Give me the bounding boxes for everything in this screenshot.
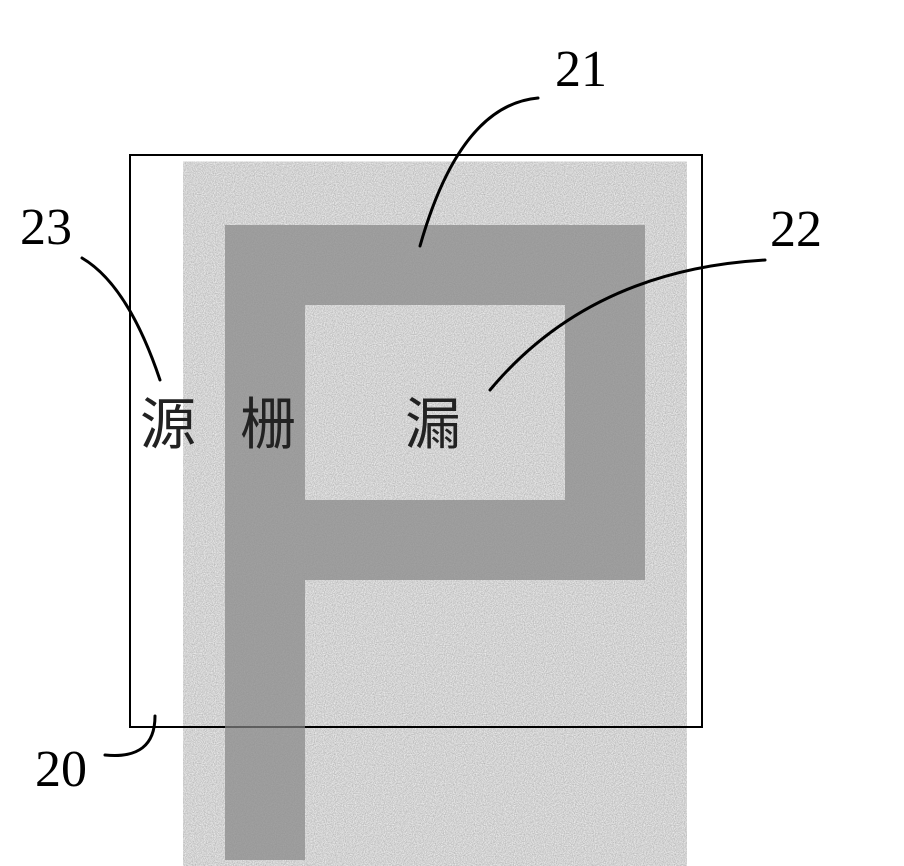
region-gate-label: 栅: [240, 380, 296, 461]
region-source-label: 源: [140, 380, 196, 461]
leader-21: [420, 98, 538, 246]
callout-20-label: 20: [35, 740, 87, 799]
callout-22-label: 22: [770, 200, 822, 259]
region-drain-label: 漏: [405, 380, 461, 461]
diagram-canvas: { "diagram": { "type": "schematic-layout…: [0, 0, 904, 866]
gate-p-shape: [225, 225, 645, 860]
callout-23-label: 23: [20, 198, 72, 257]
callout-21-label: 21: [555, 40, 607, 99]
leader-23: [82, 258, 160, 380]
